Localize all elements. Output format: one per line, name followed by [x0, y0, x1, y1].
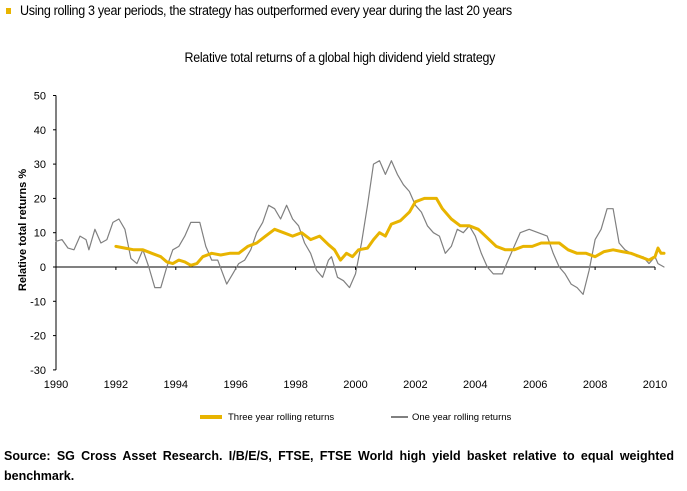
chart-title: Relative total returns of a global high …: [0, 50, 687, 65]
x-tick-label: 2010: [643, 379, 667, 391]
y-tick-label: 10: [34, 228, 46, 240]
x-tick-label: 1996: [223, 379, 247, 391]
legend-label-three-year: Three year rolling returns: [228, 412, 334, 423]
key-point: Using rolling 3 year periods, the strate…: [6, 3, 549, 18]
x-tick-label: 1994: [164, 379, 188, 391]
y-tick-label: -30: [30, 365, 46, 377]
x-tick-label: 2000: [343, 379, 367, 391]
key-point-text: Using rolling 3 year periods, the strate…: [20, 3, 512, 18]
y-tick-label: 50: [34, 91, 46, 103]
source-note: Source: SG Cross Asset Research. I/B/E/S…: [4, 449, 674, 483]
y-tick-label: 40: [34, 125, 46, 137]
y-tick-label: -20: [30, 331, 46, 343]
x-tick-label: 2008: [583, 379, 607, 391]
x-tick-label: 1998: [283, 379, 307, 391]
bullet-icon: [6, 8, 11, 14]
x-tick-label: 2004: [463, 379, 487, 391]
y-tick-label: -10: [30, 296, 46, 308]
x-tick-label: 1990: [44, 379, 68, 391]
chart-title-text: Relative total returns of a global high …: [184, 50, 495, 65]
y-tick-label: 30: [34, 159, 46, 171]
x-tick-label: 2006: [523, 379, 547, 391]
series-one-year-line: [55, 160, 665, 295]
series-layer: [55, 160, 666, 295]
y-tick-label: 0: [40, 262, 46, 274]
x-tick-label: 1992: [104, 379, 128, 391]
series-three-year-line: [114, 196, 666, 267]
legend-label-one-year: One year rolling returns: [412, 412, 512, 423]
y-axis-label: Relative total returns %: [17, 169, 29, 291]
legend: Three year rolling returns One year rolli…: [200, 412, 512, 423]
y-tick-label: 20: [34, 193, 46, 205]
x-tick-label: 2002: [403, 379, 427, 391]
